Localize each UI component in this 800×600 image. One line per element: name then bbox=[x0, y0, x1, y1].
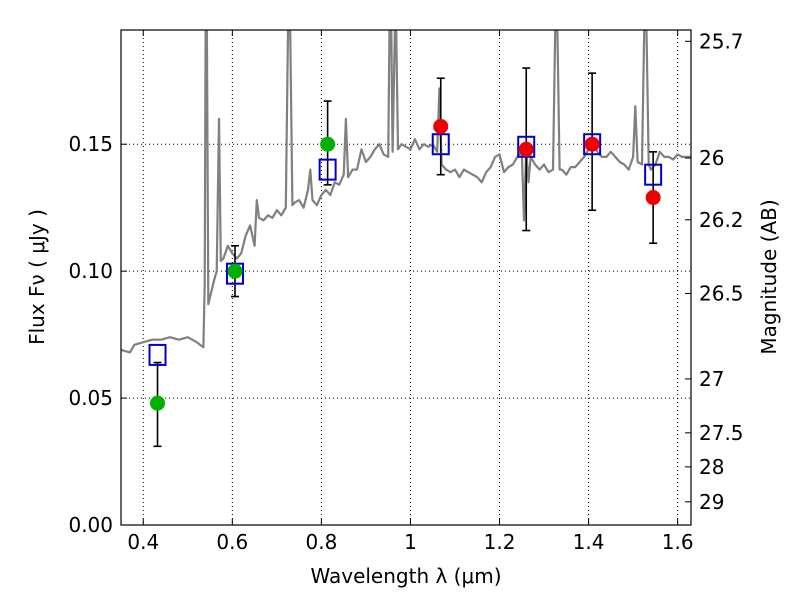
error-bars bbox=[153, 67, 658, 448]
x-tick-labels: 0.4 0.6 0.8 1 1.2 1.4 1.6 bbox=[127, 530, 693, 554]
observed-point bbox=[227, 263, 243, 279]
right-tick-label: 29 bbox=[699, 490, 724, 514]
model-square bbox=[644, 163, 663, 186]
x-tick-label: 0.8 bbox=[305, 530, 337, 554]
y-axis-title: Flux Fν ( μJy ) bbox=[25, 209, 49, 345]
observed-point bbox=[584, 136, 600, 152]
model-square bbox=[583, 133, 602, 156]
observed-point bbox=[150, 395, 166, 411]
observed-point bbox=[645, 190, 661, 206]
y-tick-label: 0.00 bbox=[68, 513, 113, 537]
right-tick-label: 26.2 bbox=[699, 208, 744, 232]
model-spectrum bbox=[121, 30, 691, 354]
observed-point bbox=[433, 118, 449, 134]
model-square bbox=[148, 343, 167, 366]
grid bbox=[121, 30, 691, 525]
right-tick-label: 27.5 bbox=[699, 421, 744, 445]
right-tick-label: 25.7 bbox=[699, 29, 744, 53]
observed-point bbox=[518, 141, 534, 157]
y-tick-labels: 0.00 0.05 0.10 0.15 bbox=[68, 132, 113, 537]
x-tick-label: 0.4 bbox=[127, 530, 159, 554]
spectrum-line bbox=[121, 30, 691, 354]
right-axis-title: Magnitude (AB) bbox=[757, 199, 781, 354]
x-tick-label: 1.4 bbox=[573, 530, 605, 554]
right-tick-labels: 25.7 26 26.2 26.5 27 27.5 28 29 bbox=[699, 29, 744, 514]
plot-frame bbox=[120, 29, 692, 526]
right-tick-label: 27 bbox=[699, 367, 724, 391]
observed-point bbox=[320, 136, 336, 152]
x-tick-label: 1.6 bbox=[662, 530, 694, 554]
y-tick-label: 0.10 bbox=[68, 259, 113, 283]
observed-photometry bbox=[150, 118, 661, 411]
x-axis-title: Wavelength λ (μm) bbox=[310, 564, 501, 588]
y-tick-label: 0.15 bbox=[68, 132, 113, 156]
ticks bbox=[121, 30, 691, 526]
model-square bbox=[431, 133, 450, 156]
y-tick-label: 0.05 bbox=[68, 386, 113, 410]
right-tick-label: 26.5 bbox=[699, 281, 744, 305]
right-tick-label: 28 bbox=[699, 455, 724, 479]
right-tick-label: 26 bbox=[699, 146, 724, 170]
x-tick-label: 1 bbox=[404, 530, 417, 554]
model-square bbox=[318, 158, 337, 181]
x-tick-label: 0.6 bbox=[216, 530, 248, 554]
x-tick-label: 1.2 bbox=[484, 530, 516, 554]
